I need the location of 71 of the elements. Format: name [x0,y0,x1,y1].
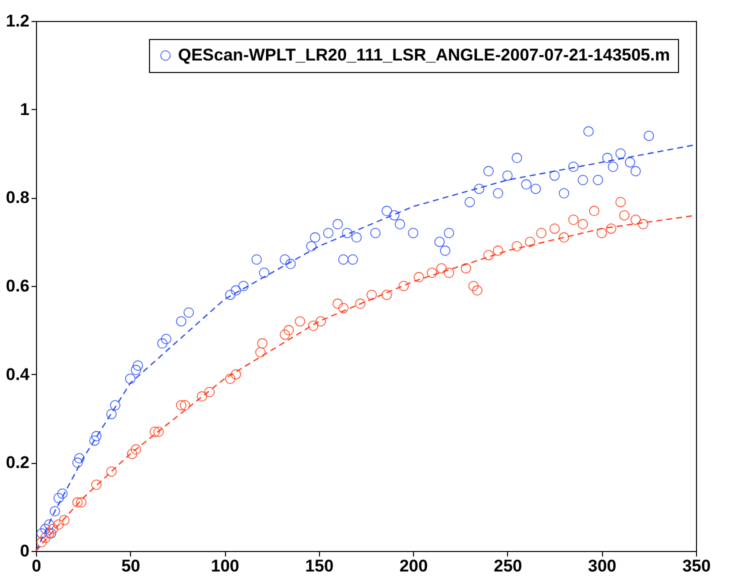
point [130,444,142,455]
point [468,280,479,292]
point [180,400,190,410]
y-tick-label: 0.4 [6,364,30,384]
legend-label: QEScan-WPLT_LR20_111_LSR_ANGLE-2007-07-21-143505.m [178,46,670,64]
y-tick-label: 1 [20,100,30,119]
y-tick-label: 0.2 [6,453,30,472]
point [257,338,268,349]
point [366,290,377,300]
point [196,391,208,402]
x-tick-label: 300 [588,556,616,576]
point [630,214,641,225]
point [578,219,588,230]
point [638,219,648,230]
point [127,448,138,459]
point [294,316,306,326]
y-tick-label: 0.8 [6,188,30,208]
x-tick-label: 0 [32,556,42,576]
point [308,320,318,331]
point [398,280,409,292]
point [280,329,290,340]
point [524,236,536,247]
point [91,480,102,490]
point [225,374,236,384]
point [53,519,64,530]
point [444,268,454,278]
point [106,466,117,477]
x-tick-label: 50 [121,556,140,576]
point [536,228,547,238]
point [230,369,242,380]
point [414,272,424,282]
point [355,298,366,309]
point [512,241,522,252]
point [150,426,160,437]
point [426,268,438,278]
point [460,263,472,274]
point [36,537,47,548]
point [40,532,51,543]
x-tick-label: 350 [682,556,711,576]
point [619,210,630,220]
point [255,347,266,358]
point [76,497,86,508]
point [606,223,616,234]
point [549,223,560,234]
point [72,497,83,508]
y-tick-label: 0 [20,542,30,560]
point [204,386,215,398]
point [176,400,186,410]
point [492,246,504,256]
point [382,290,392,300]
point [59,514,70,526]
point [568,214,579,225]
point [284,325,294,336]
x-tick-label: 100 [210,556,240,576]
x-tick-label: 200 [399,556,428,576]
y-tick-label: 0.6 [6,276,30,296]
point [338,302,349,314]
point [472,285,482,296]
point [153,426,164,437]
point [615,196,626,208]
y-tick-label: 1.2 [6,12,30,30]
point [483,250,494,260]
point [316,316,326,326]
x-tick-label: 150 [305,556,334,576]
point [48,524,58,534]
point [589,206,600,216]
point [436,263,447,274]
point [332,298,343,309]
point [596,228,607,238]
x-tick-label: 250 [494,556,522,576]
point [558,232,570,243]
